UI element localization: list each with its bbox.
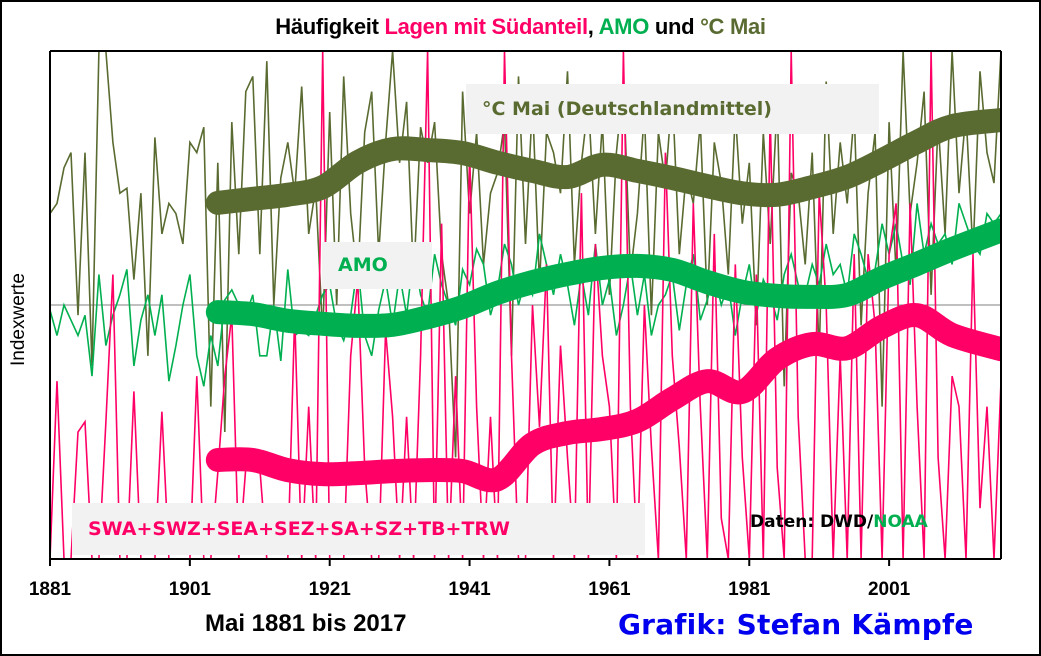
title-part-0: Häufigkeit: [275, 14, 385, 39]
source-suffix: NOAA: [873, 512, 928, 532]
x-tick-label: 1901: [169, 579, 212, 600]
x-tick-label: 1981: [728, 579, 771, 600]
title-part-2: ,: [587, 14, 599, 39]
amo-smoothed-line: [205, 218, 1001, 338]
title-part-5: °C Mai: [700, 14, 766, 39]
title-part-3: AMO: [598, 14, 650, 39]
sud-annual-line: [50, 51, 1001, 559]
data-source-label: Daten: DWD/NOAA: [750, 512, 928, 532]
chart-title: Häufigkeit Lagen mit Südanteil, AMO und …: [0, 14, 1041, 40]
y-axis-label: Indexwerte: [8, 273, 29, 366]
source-prefix: Daten: DWD/: [750, 512, 874, 532]
sud-series-label: SWA+SWZ+SEA+SEZ+SA+SZ+TB+TRW: [72, 503, 645, 555]
x-tick-label: 1921: [309, 579, 352, 600]
title-part-4: und: [649, 14, 701, 39]
credit-label: Grafik: Stefan Kämpfe: [618, 608, 974, 641]
temp-smoothed-line: [205, 108, 1001, 215]
x-tick-label: 1881: [29, 579, 72, 600]
x-tick-label: 2001: [868, 579, 911, 600]
x-axis-label: Mai 1881 bis 2017: [205, 610, 407, 637]
temp-series-label: °C Mai (Deutschlandmittel): [466, 84, 879, 134]
x-tick-label: 1961: [588, 579, 631, 600]
amo-series-label: AMO: [322, 242, 432, 289]
x-tick-label: 1941: [448, 579, 491, 600]
title-part-1: Lagen mit Südanteil: [384, 14, 588, 39]
sud-smoothed-line: [205, 303, 1001, 493]
